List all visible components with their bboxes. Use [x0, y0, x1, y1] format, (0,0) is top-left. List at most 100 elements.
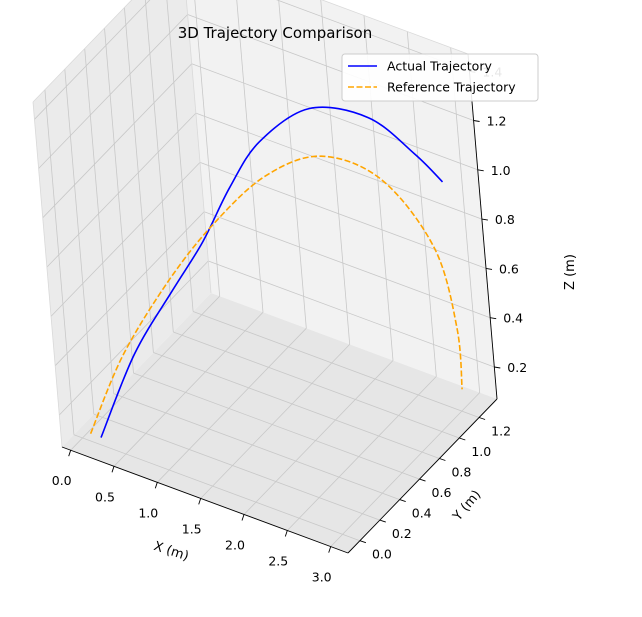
z-tick-label: 1.0	[491, 163, 511, 178]
grid-line-y-floor	[93, 413, 380, 521]
grid-line-y-floor	[153, 352, 440, 459]
grid-line-z-back	[204, 211, 491, 319]
grid-line-x-back	[278, 0, 307, 329]
grid-line-x-floor	[330, 392, 480, 547]
grid-line-x-back	[194, 0, 221, 297]
grid-line-z-left	[50, 162, 201, 317]
x-tick-mark	[198, 498, 202, 505]
grid-line-x-floor	[113, 312, 264, 467]
grid-line-z-back	[208, 260, 495, 368]
y-tick-label: 0.8	[451, 465, 471, 480]
pane-edge	[32, 0, 133, 103]
z-tick-label: 0.6	[499, 261, 519, 276]
grid-line-y-left	[104, 28, 134, 374]
grid-line-y-left	[64, 69, 95, 415]
x-tick-mark	[284, 530, 288, 537]
legend-label-actual: Actual Trajectory	[387, 59, 492, 74]
z-tick-mark	[485, 267, 493, 270]
x-tick-mark	[111, 466, 115, 473]
grid-lines	[34, 0, 495, 547]
grid-line-x-back	[450, 47, 481, 393]
y-axis-line	[347, 398, 498, 554]
y-tick-mark	[399, 499, 406, 503]
y-tick-label: 0.4	[412, 506, 432, 521]
y-tick-label: 1.0	[471, 444, 491, 459]
y-tick-label: 0.2	[392, 526, 412, 541]
y-tick-mark	[439, 458, 446, 461]
grid-line-z-back	[195, 112, 483, 220]
grid-line-y-floor	[113, 393, 400, 500]
x-tick-label: 1.0	[138, 505, 158, 520]
y-tick-mark	[419, 478, 426, 482]
pane-floor	[62, 293, 497, 553]
x-tick-label: 0.0	[52, 473, 72, 488]
series-lines	[89, 106, 463, 438]
y-axis-label: Y (m)	[450, 488, 485, 525]
z-axis-line	[467, 53, 498, 400]
y-tick-mark	[379, 519, 386, 523]
grid-line-x-floor	[200, 344, 350, 499]
z-axis-label: Z (m)	[563, 254, 578, 290]
grid-line-z-left	[38, 14, 188, 169]
grid-line-y-left	[84, 48, 115, 394]
grid-line-y-floor	[192, 311, 480, 418]
grid-line-z-back	[199, 162, 487, 269]
grid-line-z-left	[42, 63, 192, 219]
x-tick-label: 3.0	[312, 570, 332, 585]
grid-line-z-left	[54, 211, 205, 366]
grid-line-z-back	[187, 14, 474, 121]
legend: Actual Trajectory Reference Trajectory	[341, 53, 539, 102]
x-tick-label: 2.5	[268, 554, 288, 569]
y-tick-mark	[459, 437, 466, 441]
pane-edge	[32, 101, 63, 448]
z-tick-mark	[490, 317, 497, 320]
grid-line-y-floor	[173, 331, 460, 439]
z-tick-label: 1.2	[487, 114, 507, 129]
series-line-actual	[100, 106, 444, 438]
y-tick-mark	[359, 540, 367, 544]
series-line-reference	[89, 155, 463, 435]
z-tick-mark	[481, 218, 488, 221]
grid-line-x-back	[320, 0, 351, 345]
tick-labels: 0.00.51.01.52.02.53.00.00.20.40.60.81.01…	[52, 64, 527, 584]
x-tick-mark	[241, 514, 245, 521]
grid-line-z-left	[34, 0, 151, 120]
grid-line-y-left	[144, 0, 174, 333]
chart-title: 3D Trajectory Comparison	[178, 24, 373, 42]
grid-line-x-floor	[287, 376, 437, 531]
grid-line-z-left	[46, 112, 197, 268]
z-tick-mark	[473, 120, 480, 122]
x-tick-mark	[68, 450, 72, 457]
grid-line-y-left	[124, 7, 154, 353]
grid-line-y-floor	[133, 372, 420, 480]
y-tick-label: 0.0	[372, 547, 392, 562]
grid-line-y-floor	[73, 434, 361, 542]
y-tick-mark	[478, 417, 486, 420]
y-tick-label: 1.2	[491, 424, 511, 439]
pane-left	[33, 0, 211, 447]
x-axis-line	[61, 446, 349, 554]
y-tick-label: 0.6	[432, 485, 452, 500]
grid-line-x-back	[236, 0, 264, 313]
legend-box	[341, 53, 539, 102]
z-tick-label: 0.4	[503, 311, 523, 326]
x-tick-label: 0.5	[95, 489, 115, 504]
x-axis-label: X (m)	[152, 539, 191, 564]
pane-edge	[321, 0, 469, 55]
z-tick-label: 0.8	[495, 212, 515, 227]
x-tick-mark	[328, 546, 332, 553]
grid-line-x-floor	[157, 328, 307, 483]
grid-line-x-floor	[70, 295, 220, 451]
grid-line-y-left	[44, 89, 75, 435]
grid-line-z-left	[59, 260, 209, 416]
z-tick-mark	[494, 366, 501, 369]
legend-label-reference: Reference Trajectory	[387, 80, 516, 95]
grid-line-z-back	[191, 63, 478, 171]
z-tick-label: 0.2	[507, 360, 527, 375]
x-tick-label: 2.0	[225, 538, 245, 553]
x-tick-label: 1.5	[182, 521, 202, 536]
x-tick-mark	[154, 482, 158, 489]
z-tick-mark	[477, 169, 484, 172]
grid-line-x-floor	[243, 360, 394, 515]
